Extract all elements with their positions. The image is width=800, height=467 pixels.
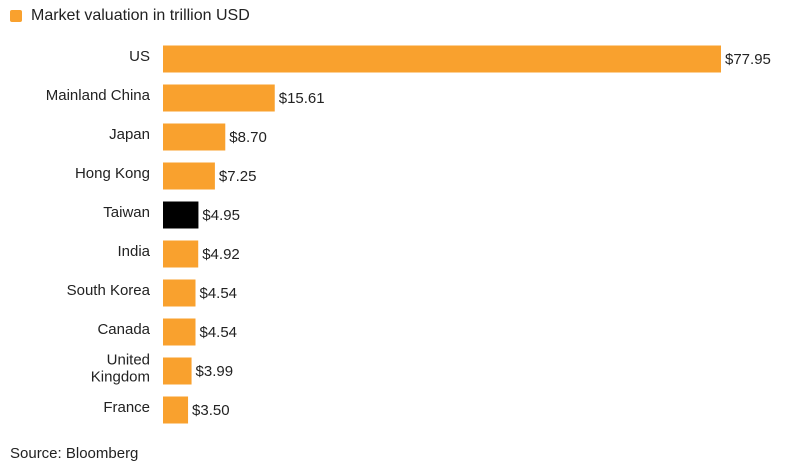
category-label-line: Kingdom — [91, 369, 150, 386]
bar-canada — [163, 318, 196, 346]
category-label: India — [117, 243, 150, 260]
bar-united-kingdom — [163, 357, 192, 385]
category-label: France — [103, 399, 150, 416]
legend: Market valuation in trillion USD — [10, 6, 250, 26]
category-label: US — [129, 48, 150, 65]
category-label-line: Canada — [97, 321, 150, 338]
value-label: $3.99 — [196, 363, 234, 380]
category-label: Canada — [97, 321, 150, 338]
value-label: $8.70 — [229, 129, 267, 146]
bar-taiwan — [163, 201, 199, 229]
bar-hong-kong — [163, 162, 215, 190]
value-label: $4.92 — [202, 246, 240, 263]
category-label-line: Hong Kong — [75, 165, 150, 182]
category-label-line: Mainland China — [46, 87, 151, 104]
value-label: $3.50 — [192, 402, 230, 419]
legend-swatch — [10, 10, 22, 22]
category-label-line: South Korea — [67, 282, 151, 299]
value-label: $77.95 — [725, 51, 771, 68]
category-label: Hong Kong — [75, 165, 150, 182]
category-label: Japan — [109, 126, 150, 143]
category-label-line: United — [107, 352, 150, 369]
bar-mainland-china — [163, 84, 275, 112]
bar-chart: $77.95 US $15.61 Mainland China $8.70 Japan $7… — [46, 45, 771, 424]
value-label: $4.95 — [202, 207, 240, 224]
legend-label: Market valuation in trillion USD — [31, 7, 250, 24]
value-label: $7.25 — [219, 168, 257, 185]
category-label: South Korea — [67, 282, 151, 299]
category-label: Taiwan — [103, 204, 150, 221]
category-label-line: Japan — [109, 126, 150, 143]
category-label: United Kingdom — [91, 352, 150, 386]
bar-us — [163, 45, 721, 73]
category-label-line: US — [129, 48, 150, 65]
bar-japan — [163, 123, 226, 151]
category-label: Mainland China — [46, 87, 151, 104]
bar-india — [163, 240, 199, 268]
source-note: Source: Bloomberg — [10, 445, 139, 462]
value-label: $4.54 — [199, 285, 237, 302]
category-label-line: Taiwan — [103, 204, 150, 221]
bar-france — [163, 396, 189, 424]
category-label-line: India — [117, 243, 150, 260]
value-label: $15.61 — [279, 90, 325, 107]
value-label: $4.54 — [199, 324, 237, 341]
category-label-line: France — [103, 399, 150, 416]
bar-south-korea — [163, 279, 196, 307]
